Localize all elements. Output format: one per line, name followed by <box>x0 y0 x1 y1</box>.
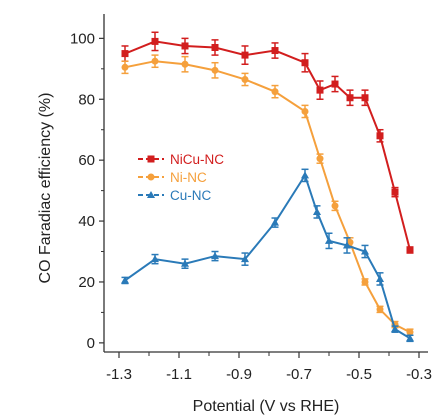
data-point <box>406 246 414 254</box>
data-point <box>331 80 339 88</box>
legend-item-nicu-nc: NiCu-NC <box>138 152 224 167</box>
series-nicu-nc <box>121 31 414 254</box>
data-point <box>301 59 309 67</box>
legend-marker <box>146 190 156 199</box>
data-point <box>375 274 385 282</box>
data-point <box>121 63 129 71</box>
data-point <box>405 334 415 342</box>
y-axis-title: CO Faradiac efficiency (%) <box>37 93 54 284</box>
data-point <box>376 305 384 313</box>
y-tick-label: 60 <box>78 152 95 169</box>
x-tick-label: -0.3 <box>406 366 432 383</box>
x-tick-label: -0.9 <box>226 366 252 383</box>
data-point <box>390 325 400 333</box>
series-ni-nc <box>121 54 414 337</box>
x-axis-title: Potential (V vs RHE) <box>193 398 340 415</box>
data-point <box>181 60 189 68</box>
x-tick-label: -0.7 <box>286 366 312 383</box>
data-point <box>300 171 310 179</box>
legend: NiCu-NC Ni-NC Cu-NC <box>138 152 224 203</box>
data-point <box>346 94 354 102</box>
data-point <box>241 51 249 59</box>
data-point <box>211 43 219 51</box>
data-point <box>312 207 322 215</box>
data-point <box>240 255 250 263</box>
y-tick-label: 100 <box>70 30 95 47</box>
data-point <box>361 278 369 286</box>
data-point <box>331 202 339 210</box>
data-point <box>391 188 399 196</box>
data-point <box>316 155 324 163</box>
legend-item-cu-nc: Cu-NC <box>138 188 212 203</box>
data-point <box>181 42 189 50</box>
data-point <box>316 86 324 94</box>
data-point <box>211 66 219 74</box>
y-tick-label: 20 <box>78 274 95 291</box>
data-point <box>121 50 129 58</box>
plot-frame <box>103 14 428 353</box>
data-point <box>151 37 159 45</box>
y-tick-label: 0 <box>87 335 95 352</box>
series-layer <box>120 31 415 343</box>
x-tick-label: -1.3 <box>106 366 132 383</box>
x-tick-label: -1.1 <box>166 366 192 383</box>
data-point <box>271 47 279 55</box>
data-point <box>376 132 384 140</box>
data-point <box>151 57 159 65</box>
series-cu-nc <box>120 168 415 343</box>
y-tick-label: 40 <box>78 213 95 230</box>
legend-marker <box>147 155 155 163</box>
data-point <box>241 75 249 83</box>
legend-label: Ni-NC <box>170 170 207 185</box>
data-point <box>271 88 279 96</box>
series-line-cu-nc <box>124 173 411 340</box>
x-axis: -1.3 -1.1 -0.9 -0.7 -0.5 -0.3 <box>106 352 432 383</box>
y-tick-label: 80 <box>78 91 95 108</box>
series-line-ni-nc <box>124 60 411 334</box>
data-point <box>150 255 160 263</box>
legend-marker <box>147 173 155 181</box>
series-line-nicu-nc <box>124 40 411 251</box>
data-point <box>180 259 190 267</box>
data-point <box>406 328 414 336</box>
data-point <box>210 252 220 260</box>
data-point <box>360 247 370 255</box>
data-point <box>270 218 280 226</box>
data-point <box>120 276 130 284</box>
legend-label: NiCu-NC <box>170 152 224 167</box>
legend-label: Cu-NC <box>170 188 212 203</box>
data-point <box>324 236 334 244</box>
y-axis: 0 20 40 60 80 100 <box>70 30 104 352</box>
data-point <box>361 94 369 102</box>
legend-item-ni-nc: Ni-NC <box>138 170 207 185</box>
data-point <box>301 107 309 115</box>
data-point <box>342 241 352 249</box>
x-tick-label: -0.5 <box>346 366 372 383</box>
